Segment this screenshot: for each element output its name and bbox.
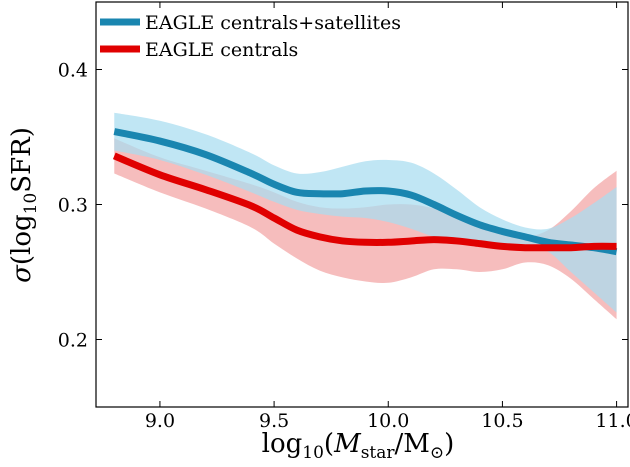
legend-label: EAGLE centrals+satellites [145, 12, 401, 34]
legend-label: EAGLE centrals [145, 39, 298, 61]
y-axis-label: σ(log10SFR) [7, 127, 41, 283]
x-tick-label: 9.0 [145, 410, 175, 432]
legend: EAGLE centrals+satellites EAGLE centrals [100, 12, 401, 61]
x-tick-label: 9.5 [259, 410, 289, 432]
line-centrals-satellites [113, 128, 618, 256]
axis-ticks: 9.0 9.5 10.0 10.5 11.0 0.2 0.3 0.4 [58, 2, 630, 432]
series-lines [112, 128, 618, 256]
x-tick-label: 10.0 [367, 410, 409, 432]
x-axis-label: log10(Mstar/M⊙) [262, 429, 455, 463]
band-centrals-satellites [114, 112, 617, 313]
y-tick-label: 0.4 [58, 60, 88, 82]
x-tick-label: 10.5 [481, 410, 523, 432]
y-tick-label: 0.2 [58, 330, 88, 352]
line-centrals [112, 152, 617, 252]
x-tick-label: 11.0 [595, 410, 630, 432]
confidence-bands [114, 112, 617, 320]
y-tick-label: 0.3 [58, 195, 88, 217]
